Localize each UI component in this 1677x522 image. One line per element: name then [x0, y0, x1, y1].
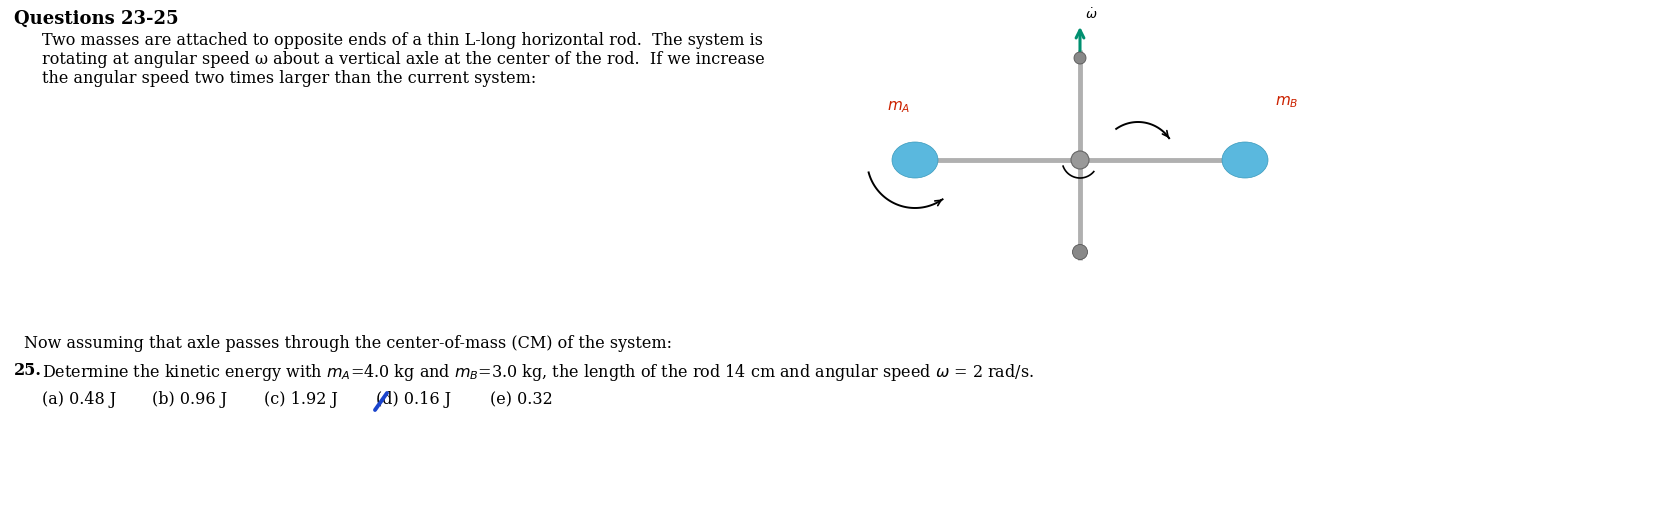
Text: Now assuming that axle passes through the center-of-mass (CM) of the system:: Now assuming that axle passes through th…: [23, 335, 672, 352]
Ellipse shape: [1223, 142, 1268, 178]
Text: Two masses are attached to opposite ends of a thin L-long horizontal rod.  The s: Two masses are attached to opposite ends…: [42, 32, 763, 49]
Text: Questions 23-25: Questions 23-25: [13, 10, 179, 28]
Circle shape: [1073, 244, 1087, 259]
Text: 25.: 25.: [13, 362, 42, 379]
Text: (a) 0.48 J: (a) 0.48 J: [42, 391, 116, 408]
Text: (b) 0.96 J: (b) 0.96 J: [153, 391, 226, 408]
Text: rotating at angular speed ω about a vertical axle at the center of the rod.  If : rotating at angular speed ω about a vert…: [42, 51, 765, 68]
Text: (e) 0.32: (e) 0.32: [490, 391, 553, 408]
Text: (d) 0.16 J: (d) 0.16 J: [376, 391, 451, 408]
Text: $\dot\omega$: $\dot\omega$: [1085, 7, 1097, 22]
Ellipse shape: [892, 142, 937, 178]
Text: Determine the kinetic energy with $m_A$=4.0 kg and $m_B$=3.0 kg, the length of t: Determine the kinetic energy with $m_A$=…: [42, 362, 1035, 383]
Text: (c) 1.92 J: (c) 1.92 J: [263, 391, 337, 408]
Circle shape: [1073, 52, 1087, 64]
Text: the angular speed two times larger than the current system:: the angular speed two times larger than …: [42, 70, 537, 87]
Text: $m_B$: $m_B$: [1275, 94, 1298, 110]
Text: $m_A$: $m_A$: [887, 99, 911, 115]
Circle shape: [1072, 151, 1088, 169]
